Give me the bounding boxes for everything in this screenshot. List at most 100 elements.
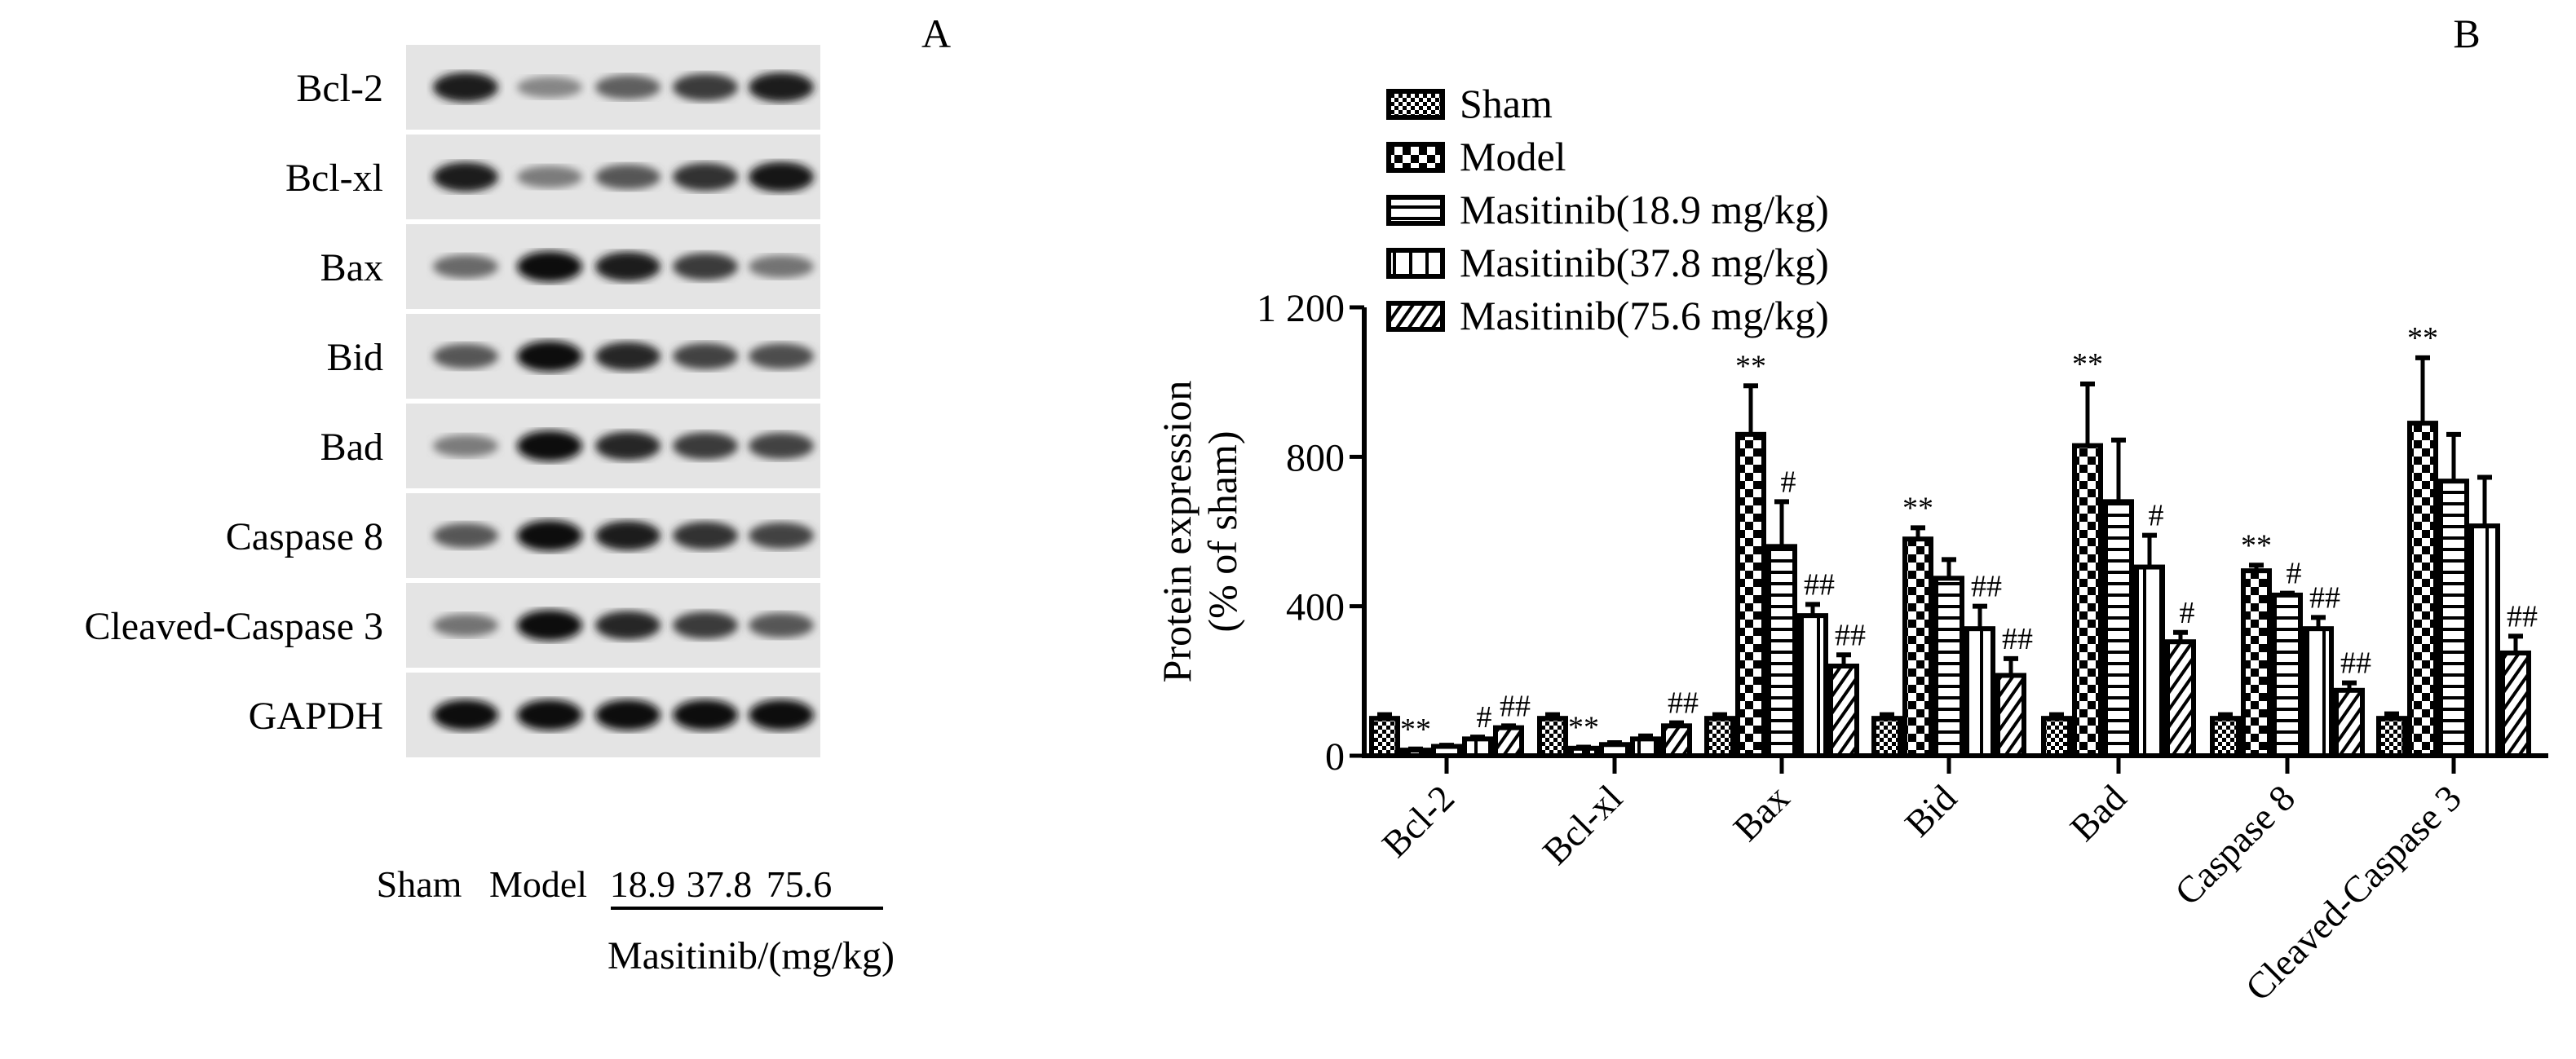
significance-mark: # [1477,700,1492,735]
bar [1431,744,1462,759]
significance-mark: ** [1735,349,1766,383]
bar [2103,499,2134,758]
protein-band [673,342,738,370]
lane-label: Sham [377,863,462,905]
legend-label: Model [1460,134,1566,179]
protein-band [433,435,498,457]
x-tick-label: Bcl-xl [1535,777,1630,872]
bar [2165,639,2196,758]
x-tick-label: Bad [2062,777,2134,849]
bar [2376,716,2407,759]
protein-band [749,432,814,460]
significance-mark: ## [2002,622,2033,656]
bar [1400,748,1431,758]
bar [2500,650,2531,758]
protein-band [673,73,738,101]
significance-mark: ** [1400,713,1431,747]
significance-mark: # [2287,557,2302,591]
blot-row-label: Bad [320,426,383,469]
protein-band [673,432,738,460]
protein-band [749,612,814,638]
y-tick-label: 1 200 [1257,287,1345,330]
protein-band [673,699,738,730]
y-axis-label: Protein expression(% of sham) [1154,381,1245,683]
blot-row-label: Bcl-xl [285,157,383,200]
bar [2041,716,2072,759]
legend-swatch [1386,89,1445,120]
bar [1871,716,1902,759]
protein-band [595,699,661,730]
protein-band [433,161,498,192]
y-axis-label-line: (% of sham) [1200,430,1245,632]
blot-row-label: Bax [320,246,383,289]
lane-label: 18.9 [610,863,676,905]
significance-mark: # [1781,465,1796,499]
legend-label: Masitinib(18.9 mg/kg) [1460,187,1829,232]
protein-band [433,72,498,103]
blot-row-label: Bid [327,336,383,379]
western-blot: Bcl-2 Bcl-xl Bax Bid Bad Caspase 8 Cleaved-Cas… [84,45,820,757]
protein-band [433,523,498,549]
bar [1462,736,1493,758]
bar [1797,613,1828,758]
significance-mark: # [2149,499,2164,533]
bar [2303,626,2334,759]
blot-row-label: Bcl-2 [296,67,383,110]
bar [2469,523,2500,758]
legend-swatch [1386,142,1445,173]
legend-label: Sham [1460,81,1553,126]
significance-mark: ## [2507,599,2538,633]
significance-mark: ## [1668,686,1699,721]
bar [1630,736,1661,758]
bar [2210,716,2241,759]
significance-mark: ## [1804,567,1835,602]
significance-mark: ## [1971,570,2002,604]
bar [2407,421,2438,758]
protein-band [433,613,498,638]
x-tick-label: Bid [1897,777,1964,845]
protein-band [749,522,814,549]
significance-mark: ** [1568,710,1599,744]
significance-mark: ** [1902,491,1933,525]
protein-band [517,610,582,641]
significance-mark: # [2180,596,2195,630]
protein-band [673,162,738,192]
legend: Sham Model Masitinib(18.9 mg/kg) Masitinib(… [1386,81,1829,338]
bar [1704,716,1735,759]
protein-band [749,72,814,103]
significance-mark: ** [2407,321,2438,355]
bar [1599,742,1630,758]
bar [2134,564,2165,759]
protein-band [517,430,582,461]
protein-band [595,164,661,190]
y-tick-label: 0 [1325,735,1345,779]
protein-band [673,253,738,280]
bar [1568,745,1599,758]
x-tick-label: Caspase 8 [2167,777,2303,913]
protein-band [517,76,582,99]
bar [1493,725,1524,758]
protein-band [595,251,661,282]
bar [1933,576,1964,759]
bar [2438,479,2469,758]
bar [1902,536,1933,759]
protein-band [433,254,498,279]
lane-labels: Sham Model 18.9 37.8 75.6 [377,863,833,905]
blot-row-label: GAPDH [249,695,383,738]
protein-band [673,521,738,550]
bar [1766,544,1797,758]
x-tick-label: Bcl-2 [1374,777,1462,865]
protein-band [595,611,661,640]
y-tick-label: 800 [1286,436,1345,479]
significance-mark: ** [2241,528,2272,563]
panel-b-letter: B [2453,11,2480,56]
protein-band [517,341,582,372]
bar [1735,431,1766,758]
significance-mark: ## [1500,689,1531,723]
bar [1369,716,1400,759]
legend-label: Masitinib(75.6 mg/kg) [1460,293,1829,338]
protein-band [749,161,814,192]
bar [1964,626,1995,759]
lane-label: 75.6 [767,863,833,905]
